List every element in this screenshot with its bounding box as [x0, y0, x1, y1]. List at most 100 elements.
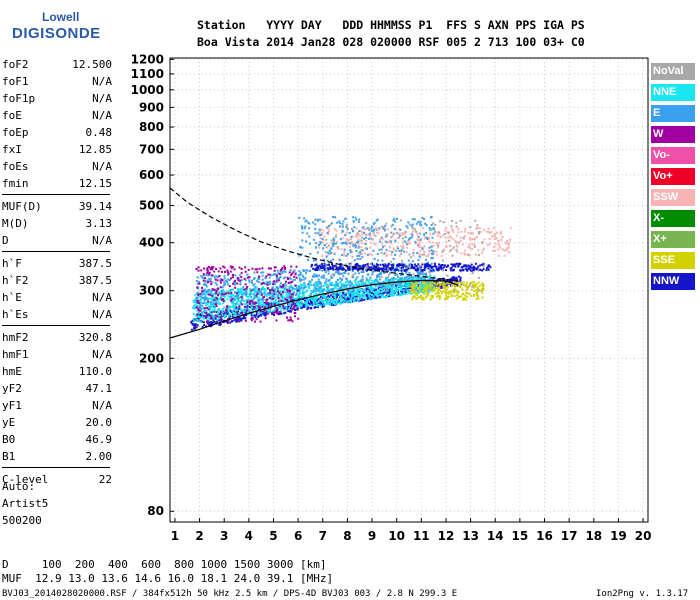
echo-point-nne: [235, 297, 238, 300]
echo-point-e: [352, 245, 355, 248]
echo-point-nnw: [482, 268, 485, 271]
echo-point-e: [316, 219, 319, 222]
echo-point-noval: [477, 231, 480, 233]
echo-point-e: [372, 249, 375, 252]
echo-point-e: [258, 298, 261, 301]
echo-point-sse: [448, 290, 451, 293]
echo-point-ssw: [343, 254, 346, 257]
echo-point-nnw: [338, 299, 341, 302]
echo-point-noval: [429, 289, 432, 291]
echo-point-ssw: [494, 235, 497, 238]
echo-point-w: [286, 316, 289, 319]
echo-point-ssw: [360, 230, 363, 233]
echo-point-w: [199, 292, 202, 295]
echo-point-nnw: [190, 328, 193, 331]
echo-point-ssw: [473, 243, 476, 246]
echo-point-noval: [360, 252, 363, 255]
echo-point-nne: [233, 296, 236, 299]
echo-point-ssw: [383, 244, 386, 247]
echo-point-e: [314, 223, 317, 226]
echo-point-e: [375, 219, 378, 222]
echo-point-ssw: [385, 255, 388, 258]
echo-point-ssw: [364, 246, 367, 249]
echo-point-nne: [268, 311, 271, 313]
echo-point-e: [430, 252, 433, 255]
echo-point-sse: [443, 286, 446, 289]
echo-point-nnw: [388, 291, 391, 294]
echo-point-e: [199, 306, 202, 309]
echo-point-nne: [390, 286, 393, 289]
echo-point-nnw: [427, 267, 430, 270]
echo-point-nnw: [397, 293, 400, 296]
echo-point-nnw: [273, 314, 275, 316]
echo-point-nne: [335, 302, 338, 305]
echo-point-e: [299, 271, 302, 274]
echo-point-noval: [408, 223, 411, 226]
echo-point-nnw: [453, 279, 455, 282]
echo-point-nne: [380, 294, 383, 297]
echo-point-nnw: [314, 264, 317, 267]
echo-point-nne: [312, 288, 315, 291]
echo-point-nne: [339, 292, 342, 295]
echo-point-nnw: [230, 320, 233, 323]
echo-point-w: [263, 296, 266, 298]
echo-point-e: [330, 260, 332, 262]
echo-point-sse: [438, 286, 440, 289]
echo-point-w: [244, 270, 247, 273]
echo-point-sse: [448, 292, 451, 295]
echo-point-nne: [406, 289, 409, 292]
echo-point-nne: [376, 278, 379, 281]
echo-point-nnw: [322, 296, 324, 299]
echo-point-nnw: [352, 268, 354, 271]
x-tick-label: 11: [413, 529, 430, 543]
echo-point-nnw: [421, 287, 424, 290]
echo-point-sse: [423, 286, 426, 289]
echo-point-nnw: [219, 322, 221, 325]
echo-point-e: [417, 276, 419, 279]
echo-point-nnw: [374, 265, 377, 268]
echo-point-e: [251, 279, 253, 282]
echo-point-noval: [473, 245, 476, 248]
echo-point-nnw: [405, 267, 408, 270]
echo-point-e: [376, 280, 379, 283]
echo-point-e: [272, 294, 275, 297]
echo-point-e: [428, 268, 431, 271]
echo-point-e: [352, 285, 355, 288]
echo-point-noval: [452, 246, 455, 249]
echo-point-nnw: [470, 263, 473, 266]
echo-point-ssw: [403, 239, 405, 242]
echo-point-nne: [216, 293, 219, 295]
echo-point-nne: [405, 278, 408, 281]
param-key: fxI: [2, 143, 22, 156]
echo-point-noval: [365, 276, 368, 279]
param-value: N/A: [92, 308, 112, 321]
echo-point-nne: [359, 297, 362, 300]
echo-point-noval: [447, 232, 450, 235]
echo-point-ssw: [455, 241, 458, 244]
echo-point-nne: [333, 293, 336, 296]
echo-point-w: [206, 269, 209, 272]
echo-point-nne: [381, 294, 384, 297]
echo-point-nne: [285, 285, 287, 288]
echo-point-ssw: [340, 231, 343, 234]
echo-point-nnw: [300, 306, 303, 309]
echo-point-e: [361, 277, 364, 280]
echo-point-sse: [471, 284, 474, 287]
echo-point-w: [246, 286, 249, 288]
echo-point-ssw: [447, 236, 450, 239]
echo-point-nnw: [370, 296, 373, 299]
echo-point-nnw: [449, 278, 452, 281]
echo-point-e: [411, 277, 414, 280]
echo-point-e: [377, 259, 380, 262]
echo-point-sse: [411, 282, 414, 285]
echo-point-sse: [458, 296, 461, 298]
echo-point-e: [295, 292, 298, 295]
echo-point-sse: [462, 298, 465, 301]
echo-point-nnw: [206, 322, 209, 325]
echo-point-nne: [260, 311, 263, 314]
echo-point-nne: [327, 300, 330, 303]
echo-point-e: [301, 291, 304, 294]
echo-point-ssw: [506, 247, 509, 250]
echo-point-w: [292, 271, 295, 274]
echo-point-nnw: [450, 263, 453, 266]
